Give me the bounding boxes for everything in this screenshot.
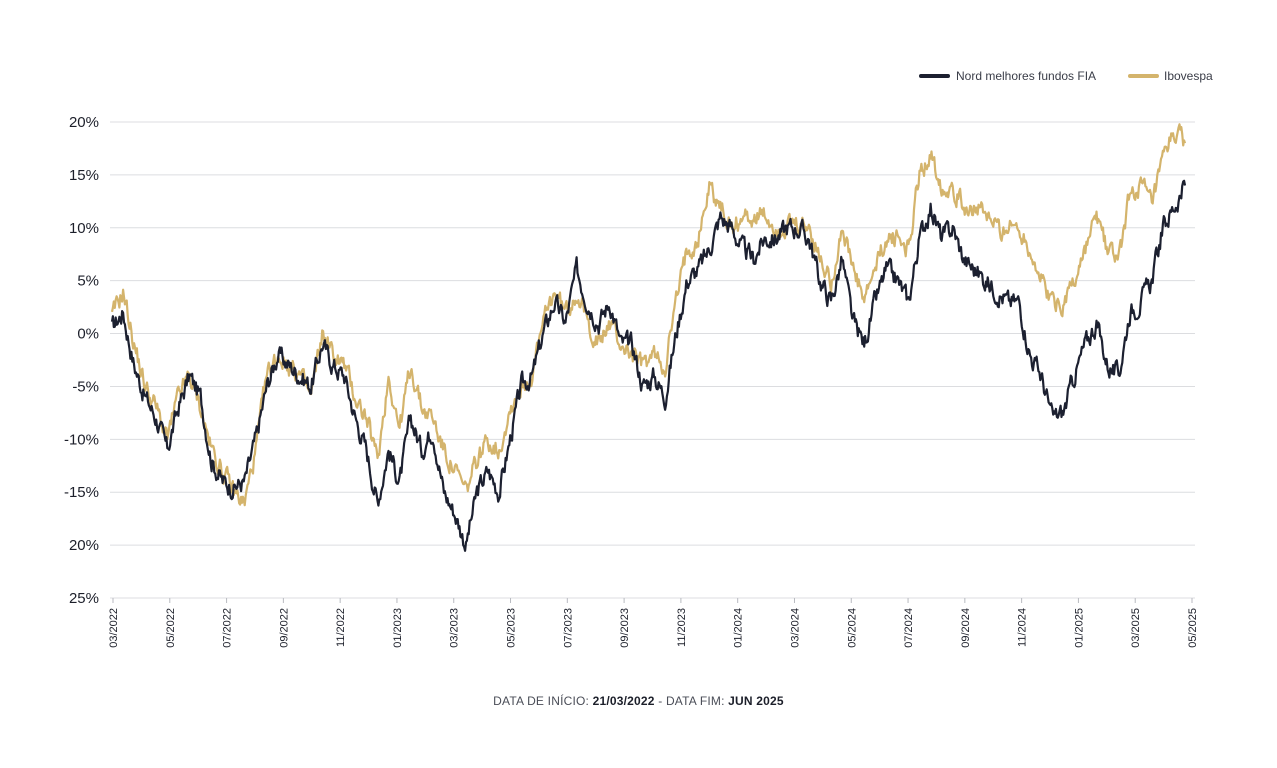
y-tick-label: 25% bbox=[69, 590, 99, 607]
x-tick-label: 05/2022 bbox=[165, 608, 177, 648]
y-tick-label: 5% bbox=[77, 273, 99, 290]
x-tick-label: 09/2024 bbox=[960, 608, 972, 648]
series-line-nord bbox=[110, 179, 1187, 552]
y-tick-label: -5% bbox=[72, 378, 99, 395]
x-tick-label: 11/2022 bbox=[335, 608, 347, 647]
x-tick-label: 01/2023 bbox=[392, 608, 404, 648]
x-tick-label: 07/2024 bbox=[903, 608, 915, 648]
x-tick-label: 11/2023 bbox=[676, 608, 688, 647]
legend-label-ibovespa: Ibovespa bbox=[1164, 69, 1213, 83]
end-date-label: DATA FIM: bbox=[665, 694, 729, 708]
x-tick-label: 07/2022 bbox=[222, 608, 234, 648]
x-tick-label: 01/2025 bbox=[1073, 608, 1085, 648]
x-tick-label: 09/2023 bbox=[619, 608, 631, 648]
y-tick-label: 20% bbox=[69, 114, 99, 131]
x-tick-label: 09/2022 bbox=[278, 608, 290, 648]
y-tick-label: -10% bbox=[64, 431, 99, 448]
y-tick-label: -15% bbox=[64, 484, 99, 501]
grid-lines bbox=[110, 121, 1195, 599]
x-tick-label: 07/2023 bbox=[562, 608, 574, 648]
line-chart: 20% 15% 10% 5% 0% -5% -10% -15% 20% 25% 03/2022 05… bbox=[64, 69, 1213, 648]
legend-label-nord: Nord melhores fundos FIA bbox=[956, 69, 1096, 83]
y-tick-label: 15% bbox=[69, 167, 99, 184]
y-tick-label: 0% bbox=[77, 326, 99, 343]
start-date-value: 21/03/2022 bbox=[592, 694, 655, 708]
legend: Nord melhores fundos FIA Ibovespa bbox=[919, 69, 1213, 83]
x-tick-label: 03/2023 bbox=[449, 608, 461, 648]
x-tick-label: 05/2023 bbox=[506, 608, 518, 648]
y-tick-label: 10% bbox=[69, 220, 99, 237]
x-tick-label: 03/2022 bbox=[108, 608, 120, 648]
x-tick-label: 05/2025 bbox=[1187, 608, 1199, 648]
y-tick-label: 20% bbox=[69, 537, 99, 554]
y-axis: 20% 15% 10% 5% 0% -5% -10% -15% 20% 25% bbox=[64, 114, 99, 607]
series-line-ibovespa bbox=[110, 123, 1187, 507]
x-axis: 03/2022 05/2022 07/2022 09/2022 11/2022 01/20… bbox=[108, 598, 1199, 648]
start-date-label: DATA DE INÍCIO: bbox=[493, 694, 593, 708]
footer-separator: - bbox=[654, 694, 666, 708]
x-tick-label: 11/2024 bbox=[1017, 608, 1029, 647]
end-date-value: JUN 2025 bbox=[728, 694, 784, 708]
date-range-footer: DATA DE INÍCIO: 21/03/2022 - DATA FIM: J… bbox=[0, 694, 1277, 708]
x-tick-label: 05/2024 bbox=[846, 608, 858, 648]
x-tick-label: 01/2024 bbox=[733, 608, 745, 648]
x-tick-label: 03/2025 bbox=[1130, 608, 1142, 648]
x-tick-label: 03/2024 bbox=[789, 608, 801, 648]
series-lines bbox=[110, 123, 1187, 552]
